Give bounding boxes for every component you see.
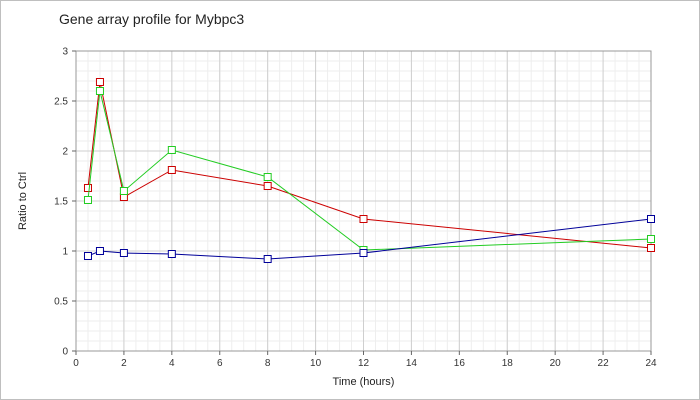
major-grid: [75, 50, 652, 352]
x-tick-label: 0: [73, 358, 79, 369]
series-layer: [83, 78, 655, 263]
data-point-marker: [95, 87, 104, 95]
series-3: [83, 215, 655, 263]
data-point-marker: [83, 184, 92, 192]
y-tick-label: 0.5: [54, 297, 68, 308]
data-point-marker: [647, 215, 655, 223]
y-tick-label: 2.5: [54, 97, 68, 108]
x-tick-label: 4: [169, 358, 175, 369]
y-tick-label: 2: [62, 147, 68, 158]
x-tick-label: 6: [217, 358, 223, 369]
x-tick-label: 8: [265, 358, 271, 369]
x-axis-ticks: 0 2 4 6 8 10 12 14 16 18 20 22 24: [73, 351, 657, 369]
data-point-marker: [647, 244, 655, 252]
data-point-marker: [119, 187, 128, 195]
x-axis-label: Time (hours): [333, 376, 395, 388]
x-tick-label: 2: [121, 358, 127, 369]
data-point-marker: [119, 249, 128, 257]
x-tick-label: 22: [598, 358, 610, 369]
data-point-marker: [263, 255, 272, 263]
x-tick-label: 18: [502, 358, 514, 369]
y-tick-label: 0: [62, 347, 68, 358]
chart-title: Gene array profile for Mybpc3: [59, 11, 245, 27]
series-line: [87, 81, 652, 249]
y-tick-label: 3: [62, 47, 68, 58]
data-point-marker: [83, 196, 92, 204]
x-tick-label: 14: [406, 358, 418, 369]
x-tick-label: 16: [454, 358, 466, 369]
data-point-marker: [359, 249, 368, 257]
x-tick-label: 20: [550, 358, 562, 369]
data-point-marker: [95, 78, 104, 86]
y-tick-label: 1.5: [54, 197, 68, 208]
data-point-marker: [167, 146, 176, 154]
y-axis-label: Ratio to Ctrl: [17, 172, 29, 230]
data-point-marker: [263, 173, 272, 181]
x-tick-label: 12: [358, 358, 370, 369]
data-point-marker: [167, 250, 176, 258]
data-point-marker: [167, 166, 176, 174]
data-point-marker: [647, 235, 655, 243]
x-tick-label: 24: [645, 358, 657, 369]
data-point-marker: [95, 247, 104, 255]
data-point-marker: [83, 252, 92, 260]
y-axis-ticks: 0 0.5 1 1.5 2 2.5 3: [54, 47, 76, 358]
data-point-marker: [359, 215, 368, 223]
series-1: [83, 78, 655, 252]
data-point-marker: [263, 182, 272, 190]
x-tick-label: 10: [310, 358, 322, 369]
y-tick-label: 1: [62, 247, 68, 258]
